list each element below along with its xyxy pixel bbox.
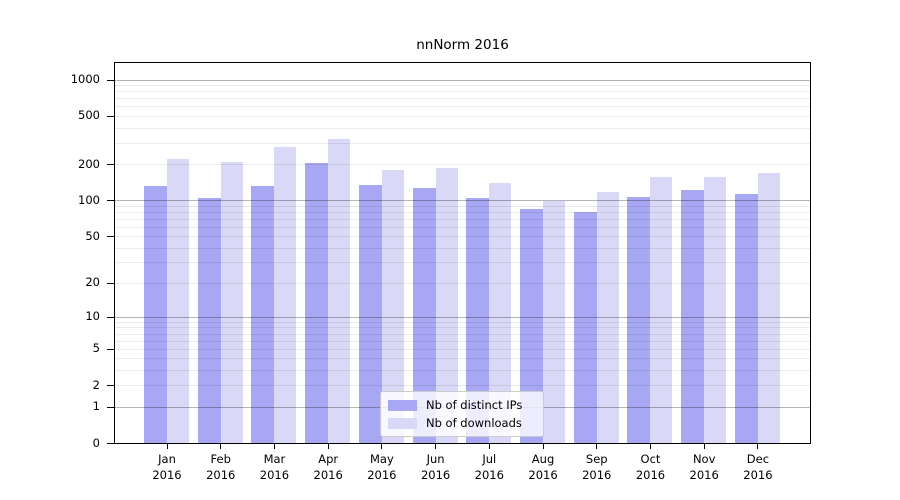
legend-label: Nb of distinct IPs bbox=[426, 398, 523, 412]
y-tick-mark bbox=[107, 115, 114, 117]
y-tick-label: 0 bbox=[92, 435, 100, 450]
x-tick-label-jun: Jun 2016 bbox=[404, 451, 468, 483]
bar-oct-downloads bbox=[650, 176, 673, 443]
y-tick-mark bbox=[107, 443, 114, 444]
x-tick-year: 2016 bbox=[635, 468, 666, 482]
x-tick-label-aug: Aug 2016 bbox=[511, 451, 575, 483]
x-tick-label-sep: Sep 2016 bbox=[565, 451, 629, 483]
x-tick-year: 2016 bbox=[259, 468, 290, 482]
bar-jan-distinct-ips bbox=[144, 186, 167, 443]
x-tick-label-feb: Feb 2016 bbox=[189, 451, 253, 483]
gridline-minor bbox=[115, 142, 810, 144]
y-tick-label: 20 bbox=[85, 275, 100, 290]
x-tick-mark bbox=[542, 444, 544, 449]
x-tick-label-jan: Jan 2016 bbox=[135, 451, 199, 483]
legend-swatch-ips-icon bbox=[388, 399, 417, 411]
x-tick-mark bbox=[596, 444, 598, 449]
x-tick-mark bbox=[435, 444, 437, 449]
bar-aug-downloads bbox=[543, 200, 566, 443]
bar-jun-distinct-ips bbox=[412, 188, 436, 443]
x-tick-mark bbox=[381, 444, 383, 449]
bar-jan-downloads bbox=[167, 159, 189, 443]
x-tick-year: 2016 bbox=[528, 468, 558, 482]
bar-jul-distinct-ips bbox=[466, 198, 490, 443]
bar-apr-distinct-ips bbox=[305, 162, 329, 443]
y-tick-label: 500 bbox=[78, 108, 100, 123]
bar-sep-downloads bbox=[596, 191, 619, 443]
x-tick-mark bbox=[273, 444, 275, 449]
gridline-minor bbox=[115, 106, 810, 108]
y-tick-label: 5 bbox=[92, 341, 100, 356]
x-tick-mark bbox=[488, 444, 490, 449]
gridline-minor bbox=[115, 164, 810, 165]
x-tick-year: 2016 bbox=[206, 468, 236, 482]
bar-mar-downloads bbox=[274, 146, 297, 443]
y-tick-label: 2 bbox=[92, 377, 100, 392]
y-tick-mark bbox=[107, 236, 114, 238]
y-tick-label: 10 bbox=[85, 309, 100, 324]
y-tick-label: 50 bbox=[85, 228, 100, 243]
x-tick-year: 2016 bbox=[152, 468, 182, 482]
gridline-minor bbox=[115, 116, 810, 117]
y-tick-mark bbox=[107, 79, 114, 81]
gridline-minor bbox=[115, 127, 810, 129]
bar-apr-downloads bbox=[328, 138, 351, 443]
y-tick-mark bbox=[107, 200, 114, 202]
bar-aug-distinct-ips bbox=[520, 208, 544, 443]
y-tick-mark bbox=[107, 406, 114, 408]
y-tick-mark bbox=[107, 164, 114, 165]
bar-sep-distinct-ips bbox=[573, 212, 597, 443]
bar-dec-distinct-ips bbox=[734, 194, 758, 443]
x-tick-label-apr: Apr 2016 bbox=[296, 451, 360, 483]
bar-nov-downloads bbox=[704, 177, 727, 443]
x-tick-label-may: May 2016 bbox=[350, 451, 414, 483]
x-tick-mark bbox=[703, 444, 705, 449]
x-tick-year: 2016 bbox=[582, 468, 612, 482]
x-tick-mark bbox=[327, 444, 329, 449]
x-tick-mark bbox=[166, 444, 168, 449]
x-tick-year: 2016 bbox=[743, 468, 773, 482]
x-tick-label-jul: Jul 2016 bbox=[457, 451, 521, 483]
bar-mar-distinct-ips bbox=[251, 186, 275, 443]
bar-oct-distinct-ips bbox=[627, 196, 651, 443]
y-tick-mark bbox=[107, 348, 114, 350]
legend-swatch-downloads-icon bbox=[388, 417, 417, 429]
y-tick-label: 1 bbox=[92, 399, 100, 414]
y-tick-mark bbox=[107, 385, 114, 387]
x-tick-year: 2016 bbox=[367, 468, 397, 482]
x-tick-year: 2016 bbox=[689, 468, 719, 482]
gridline-major bbox=[115, 79, 810, 81]
legend-item-distinct-ips: Nb of distinct IPs bbox=[388, 398, 534, 412]
bar-nov-distinct-ips bbox=[681, 189, 705, 443]
bar-may-distinct-ips bbox=[358, 184, 382, 443]
y-tick-label: 200 bbox=[78, 156, 100, 171]
x-tick-mark bbox=[757, 444, 759, 449]
x-tick-label-mar: Mar 2016 bbox=[242, 451, 306, 483]
y-tick-mark bbox=[107, 282, 114, 284]
plot-area: Nb of distinct IPs Nb of downloads bbox=[114, 62, 811, 444]
bar-feb-distinct-ips bbox=[197, 197, 221, 443]
gridline-minor bbox=[115, 85, 810, 87]
x-tick-year: 2016 bbox=[474, 468, 504, 482]
legend-item-downloads: Nb of downloads bbox=[388, 416, 534, 430]
x-tick-label-nov: Nov 2016 bbox=[672, 451, 736, 483]
x-tick-label-dec: Dec 2016 bbox=[726, 451, 790, 483]
legend: Nb of distinct IPs Nb of downloads bbox=[380, 391, 544, 437]
chart-title: nnNorm 2016 bbox=[416, 37, 509, 53]
bar-dec-downloads bbox=[757, 172, 780, 443]
y-tick-label: 1000 bbox=[70, 72, 100, 87]
bar-may-downloads bbox=[381, 169, 404, 443]
gridline-minor bbox=[115, 91, 810, 93]
x-tick-year: 2016 bbox=[313, 468, 343, 482]
x-tick-mark bbox=[649, 444, 651, 449]
bar-feb-downloads bbox=[220, 161, 243, 443]
gridline-minor bbox=[115, 98, 810, 100]
legend-label: Nb of downloads bbox=[426, 416, 522, 430]
x-tick-mark bbox=[220, 444, 222, 449]
x-tick-label-oct: Oct 2016 bbox=[618, 451, 682, 483]
x-tick-year: 2016 bbox=[420, 468, 451, 482]
y-tick-mark bbox=[107, 316, 114, 318]
y-tick-label: 100 bbox=[78, 192, 100, 207]
